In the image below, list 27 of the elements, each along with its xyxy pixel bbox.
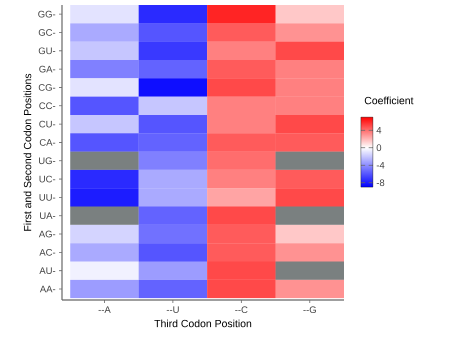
x-axis-title: Third Codon Position (154, 320, 252, 328)
y-tick-label: CG- (38, 84, 56, 91)
x-tick-label: --G (303, 306, 316, 314)
y-tick-label: CU- (39, 120, 56, 128)
x-tick-label: --U (166, 306, 179, 313)
y-axis-title: First and Second Codon Positions (24, 74, 32, 231)
y-tick-label: UC- (40, 176, 56, 182)
y-tick-label: CA- (40, 139, 56, 146)
x-tick-label: --C (235, 306, 248, 314)
color-bar-label: 4 (376, 126, 382, 134)
color-bar-title: Coefficient (364, 96, 414, 104)
y-tick-label: GA- (39, 66, 56, 72)
x-tick-label: --A (98, 306, 111, 313)
y-tick-label: AU- (39, 267, 56, 274)
y-tick-label: GC- (38, 29, 56, 36)
y-tick-label: UU- (40, 194, 56, 201)
y-tick-label: CC- (39, 102, 56, 110)
y-tick-label: AA- (40, 286, 56, 292)
color-bar-label: -8 (376, 179, 384, 186)
y-tick-label: UA- (40, 212, 56, 220)
y-tick-label: UG- (39, 157, 56, 164)
y-tick-label: AC- (39, 249, 56, 256)
color-bar-label: 0 (376, 144, 382, 152)
y-tick-label: AG- (38, 230, 56, 238)
y-tick-label: GU- (38, 47, 56, 54)
y-tick-label: GG- (38, 10, 56, 18)
color-bar-label: -4 (376, 162, 384, 168)
